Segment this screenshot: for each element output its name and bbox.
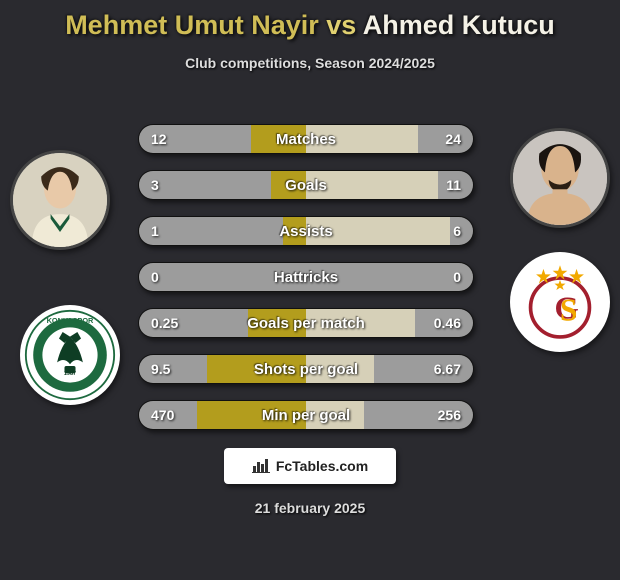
- stat-row: 9.56.67Shots per goal: [138, 354, 474, 384]
- stat-row: 0.250.46Goals per match: [138, 308, 474, 338]
- club-left-year: 1987: [64, 371, 76, 377]
- stat-value-right: 256: [426, 401, 473, 429]
- stat-row: 311Goals: [138, 170, 474, 200]
- club-logo-left: KONYASPOR 1987: [20, 305, 120, 405]
- stat-value-right: 24: [433, 125, 473, 153]
- stat-fill-left: [197, 401, 306, 429]
- stat-value-right: 0.46: [422, 309, 473, 337]
- vs-text: vs: [326, 10, 356, 40]
- stat-value-left: 0: [139, 263, 171, 291]
- stat-fill-right: [306, 217, 450, 245]
- player2-avatar: [510, 128, 610, 228]
- stat-value-left: 12: [139, 125, 179, 153]
- stat-value-left: 1: [139, 217, 171, 245]
- subtitle: Club competitions, Season 2024/2025: [0, 55, 620, 71]
- club-left-ring-text: KONYASPOR: [47, 316, 94, 325]
- stat-value-left: 9.5: [139, 355, 182, 383]
- club-logo-right: G S: [510, 252, 610, 352]
- svg-text:S: S: [560, 292, 577, 327]
- stat-value-right: 6.67: [422, 355, 473, 383]
- stat-fill-left: [207, 355, 306, 383]
- stat-row: 16Assists: [138, 216, 474, 246]
- stat-row: 470256Min per goal: [138, 400, 474, 430]
- stat-fill-left: [251, 125, 306, 153]
- stat-row: 00Hattricks: [138, 262, 474, 292]
- stat-row: 1224Matches: [138, 124, 474, 154]
- date-text: 21 february 2025: [0, 500, 620, 516]
- player1-name: Mehmet Umut Nayir: [65, 10, 319, 40]
- stat-value-right: 6: [441, 217, 473, 245]
- stat-fill-right: [306, 125, 418, 153]
- stat-value-right: 11: [434, 171, 473, 199]
- stat-value-left: 0.25: [139, 309, 190, 337]
- player2-name: Ahmed Kutucu: [363, 10, 555, 40]
- stat-fill-right: [306, 171, 438, 199]
- stat-value-left: 3: [139, 171, 171, 199]
- stat-value-left: 470: [139, 401, 186, 429]
- branding-badge: FcTables.com: [224, 448, 396, 484]
- stat-fill-left: [283, 217, 306, 245]
- stat-fill-right: [306, 309, 415, 337]
- stat-value-right: 0: [441, 263, 473, 291]
- bar-chart-icon: [252, 457, 270, 476]
- stat-fill-left: [248, 309, 306, 337]
- comparison-card: Mehmet Umut Nayir vs Ahmed Kutucu Club c…: [0, 0, 620, 580]
- stat-fill-right: [306, 401, 364, 429]
- branding-text: FcTables.com: [276, 458, 368, 474]
- stat-bars: 1224Matches311Goals16Assists00Hattricks0…: [138, 124, 474, 446]
- stat-fill-left: [271, 171, 306, 199]
- player1-avatar: [10, 150, 110, 250]
- title: Mehmet Umut Nayir vs Ahmed Kutucu: [0, 0, 620, 41]
- stat-fill-right: [306, 355, 374, 383]
